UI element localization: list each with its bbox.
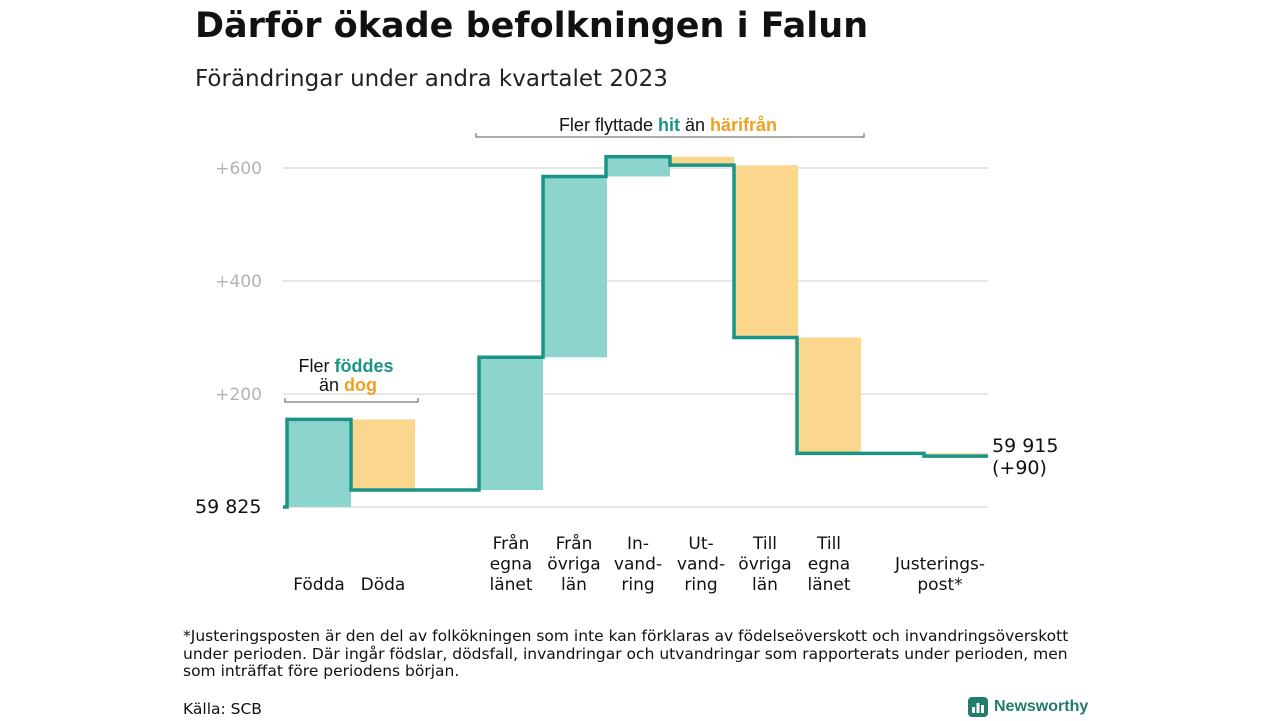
category-label: länet [489,575,532,595]
category-label: övriga [738,555,791,575]
category-label: Döda [361,575,406,595]
category-label: Till [816,534,841,554]
category-label: egna [490,555,532,575]
waterfall-bar [479,357,543,491]
category-label: Justerings- [894,555,985,575]
category-label: län [752,575,778,595]
category-label: Till [752,534,777,554]
category-label: länet [807,575,850,595]
waterfall-bar [606,156,670,177]
chart-title: Därför ökade befolkningen i Falun [195,6,869,46]
brand-name: Newsworthy [994,698,1089,715]
category-label: övriga [547,555,600,575]
category-label: ring [684,575,717,595]
waterfall-bar [734,165,798,338]
migration-annotation: Fler flyttade hit än härifrån [559,115,777,135]
chart-subtitle: Förändringar under andra kvartalet 2023 [195,66,668,92]
waterfall-bar [543,176,607,358]
source-label: Källa: SCB [183,700,262,718]
waterfall-bar [351,419,415,491]
y-tick-label: +200 [215,385,262,405]
category-label: In- [627,534,649,554]
births-bracket [284,398,419,403]
category-label: vand- [677,555,725,575]
category-label: län [561,575,587,595]
category-label: Från [493,533,530,554]
category-label: ring [621,575,654,595]
category-label: Ut- [688,534,713,554]
footnote: *Justeringsposten är den del av folkökni… [183,627,1069,680]
category-label: vand- [614,555,662,575]
newsworthy-logo-icon [968,697,988,717]
category-label: egna [808,555,850,575]
waterfall-bar [797,337,861,454]
category-label: Födda [293,575,345,595]
end-change-label: (+90) [992,457,1047,479]
y-tick-label: +400 [215,272,262,292]
waterfall-bar [287,419,351,507]
end-value-label: 59 915 [992,435,1058,457]
births-annotation-line1: Fler föddes [298,356,393,376]
waterfall-bar [670,156,734,166]
births-annotation-line2: än dog [319,375,377,395]
category-label: post* [917,575,962,595]
migration-bracket [475,133,865,138]
y-tick-label: +600 [215,159,262,179]
start-value-label: 59 825 [195,496,261,518]
category-label: Från [556,533,593,554]
waterfall-chart: +200 +400 +600 59 825 59 915(+90) Födda Döda Fr… [195,115,1058,595]
brand-logo: Newsworthy [968,697,1088,717]
cumulative-step-line [283,154,988,509]
